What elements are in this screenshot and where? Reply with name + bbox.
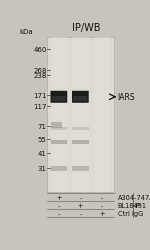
FancyBboxPatch shape [72,92,89,103]
Text: -: - [79,210,82,216]
Text: 171: 171 [33,92,47,98]
Bar [51,127,67,130]
Text: 117: 117 [33,104,47,110]
Text: 41: 41 [38,150,47,156]
Text: 55: 55 [38,137,47,143]
Text: -: - [58,210,60,216]
Bar [94,38,110,193]
Bar [51,141,67,144]
Bar [72,38,88,193]
Text: IP/WB: IP/WB [72,23,101,33]
Text: -: - [58,202,60,208]
Text: BL18491: BL18491 [118,202,147,208]
Text: +: + [78,202,83,208]
Text: 71: 71 [38,123,47,129]
Bar [47,38,114,193]
Bar [52,97,66,102]
Text: A304-747A: A304-747A [118,194,150,200]
Bar [51,167,67,171]
Text: -: - [79,194,82,200]
Bar [72,167,88,171]
Bar [72,127,88,130]
Text: IP: IP [135,202,141,208]
Text: +: + [56,194,62,200]
Text: -: - [101,194,103,200]
Text: 31: 31 [38,166,47,172]
Text: +: + [99,210,105,216]
Text: IARS: IARS [117,93,135,102]
FancyBboxPatch shape [51,92,67,103]
Text: Ctrl IgG: Ctrl IgG [118,210,143,216]
Text: 268: 268 [33,68,47,73]
Bar [73,97,87,102]
Text: -: - [101,202,103,208]
Bar [51,122,62,128]
Text: 238: 238 [33,72,47,78]
Text: 460: 460 [33,47,47,53]
Bar [72,141,88,144]
Bar [51,38,67,193]
Text: kDa: kDa [19,29,33,35]
